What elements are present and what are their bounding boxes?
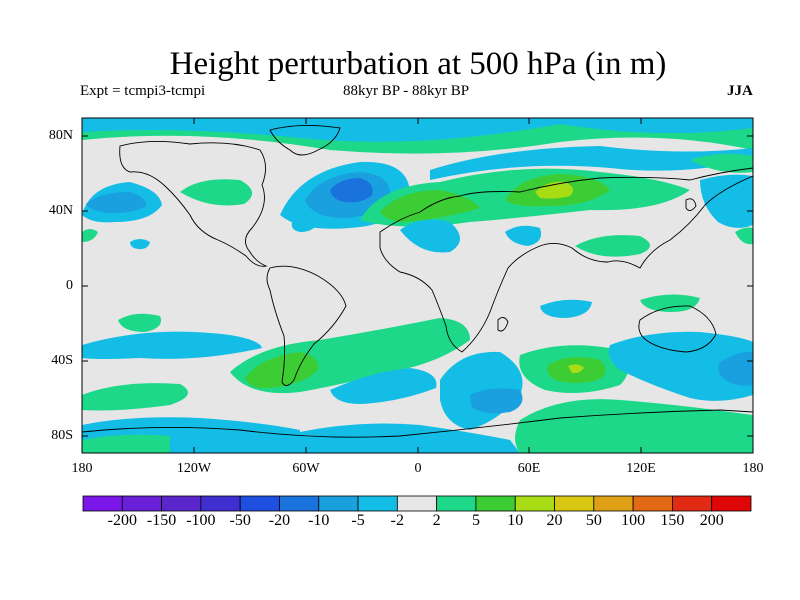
coast-madagascar — [497, 317, 509, 332]
coast-australia — [638, 305, 717, 353]
contour-eurasia-positive-core — [535, 181, 574, 199]
colorbar-box — [239, 495, 280, 512]
lon-label-120w: 120W — [176, 461, 212, 476]
colorbar-box — [121, 495, 162, 512]
colorbar-box — [318, 495, 359, 512]
contour-south-america-pos-mid — [245, 352, 319, 389]
colorbar-box — [436, 495, 477, 512]
contour-arctic-negative — [82, 118, 753, 142]
lon-ticks — [193, 118, 642, 453]
colorbar-box — [82, 495, 123, 512]
colorbar-label: 150 — [660, 512, 685, 529]
colorbar-box — [200, 495, 241, 512]
contour-indian-south-pos-core — [568, 364, 584, 374]
colorbar-box — [672, 495, 713, 512]
colorbar-label: -5 — [351, 512, 365, 529]
contour-antarctic-pos — [515, 399, 753, 453]
lon-label-60e: 60E — [517, 461, 541, 476]
colorbar-box — [161, 495, 202, 512]
coast-japan — [685, 198, 697, 211]
contour-south-atlantic-neg — [330, 368, 437, 404]
colorbar-label: 2 — [432, 512, 441, 529]
colorbar-box — [593, 495, 634, 512]
colorbar-label: 50 — [585, 512, 602, 529]
contour-australia-south-neg-mid — [718, 351, 753, 386]
contour-africa-south-neg-mid — [470, 388, 523, 414]
contour-australia-pos — [640, 294, 700, 312]
contour-pacific-negative-east — [700, 174, 753, 228]
colorbar-label: -20 — [268, 512, 291, 529]
colorbar-label: -150 — [146, 512, 177, 529]
colorbar-box — [554, 495, 595, 512]
colorbar-label: 20 — [546, 512, 563, 529]
coast-north-america — [119, 140, 268, 267]
contour-na-positive — [180, 179, 253, 206]
colorbar-label: -2 — [390, 512, 404, 529]
colorbar-label: 100 — [621, 512, 646, 529]
colorbar-box — [711, 495, 752, 512]
contour-south-pacific-neg — [82, 331, 262, 359]
contour-africa-negative — [400, 219, 460, 253]
colorbar-label: 200 — [699, 512, 724, 529]
colorbar — [82, 495, 752, 512]
colorbar-label: -100 — [186, 512, 216, 529]
contour-atlantic-small — [291, 217, 318, 232]
lat-label-80s: 80S — [51, 428, 73, 443]
colorbar-label: 10 — [507, 512, 524, 529]
lon-label-120e: 120E — [626, 461, 656, 476]
contour-india-positive — [575, 235, 650, 257]
colorbar-box — [514, 495, 555, 512]
lat-label-80n: 80N — [48, 128, 73, 143]
period-label: 88kyr BP - 88kyr BP — [343, 83, 470, 99]
lon-label-180e: 180 — [742, 461, 764, 476]
lat-label-0: 0 — [66, 278, 73, 293]
contour-indian-ocean-neg — [540, 299, 592, 318]
coast-africa-eurasia — [379, 167, 753, 353]
contour-mideast-negative — [505, 225, 542, 246]
plot-title: Height perturbation at 500 hPa (in m) — [169, 46, 667, 82]
contour-asia-negative — [430, 146, 753, 180]
contour-west-pacific-south-pos — [82, 383, 188, 411]
contour-arctic-pos-east — [690, 153, 753, 173]
lat-label-40n: 40N — [48, 203, 73, 218]
contour-antarctic-pos-west — [82, 434, 170, 453]
lon-label-0: 0 — [414, 461, 422, 476]
lat-ticks — [82, 135, 753, 437]
colorbar-box — [632, 495, 673, 512]
lon-label-60w: 60W — [292, 461, 320, 476]
colorbar-label: -50 — [229, 512, 251, 529]
contour-pacific-small — [130, 239, 150, 250]
contour-pacific-positive-small — [82, 229, 98, 242]
colorbar-box — [396, 495, 438, 512]
experiment-label: Expt = tcmpi3-tcmpi — [80, 83, 206, 99]
colorbar-label: 5 — [471, 512, 480, 529]
contour-atlantic-negative-core — [330, 178, 373, 203]
contour-antarctic-neg-mid — [300, 423, 520, 453]
colorbar-box — [357, 495, 398, 512]
map-background — [82, 118, 753, 453]
coast-antarctica — [82, 409, 753, 438]
coast-south-america — [266, 265, 347, 386]
coast-greenland — [269, 124, 341, 156]
colorbar-box — [279, 495, 320, 512]
colorbar-box — [475, 495, 516, 512]
contour-east-positive-small — [735, 227, 753, 245]
contour-australia-south-neg — [608, 331, 753, 401]
lon-label-180w: 180 — [71, 461, 93, 476]
colorbar-label: -200 — [107, 512, 137, 529]
season-label: JJA — [727, 83, 753, 99]
lat-label-40s: 40S — [51, 353, 73, 368]
contour-pacific-negative-mid — [86, 192, 147, 214]
coastlines — [82, 124, 753, 438]
colorbar-label: -10 — [308, 512, 330, 529]
contour-tropic-south-pos — [118, 313, 161, 332]
map-field — [82, 118, 753, 453]
